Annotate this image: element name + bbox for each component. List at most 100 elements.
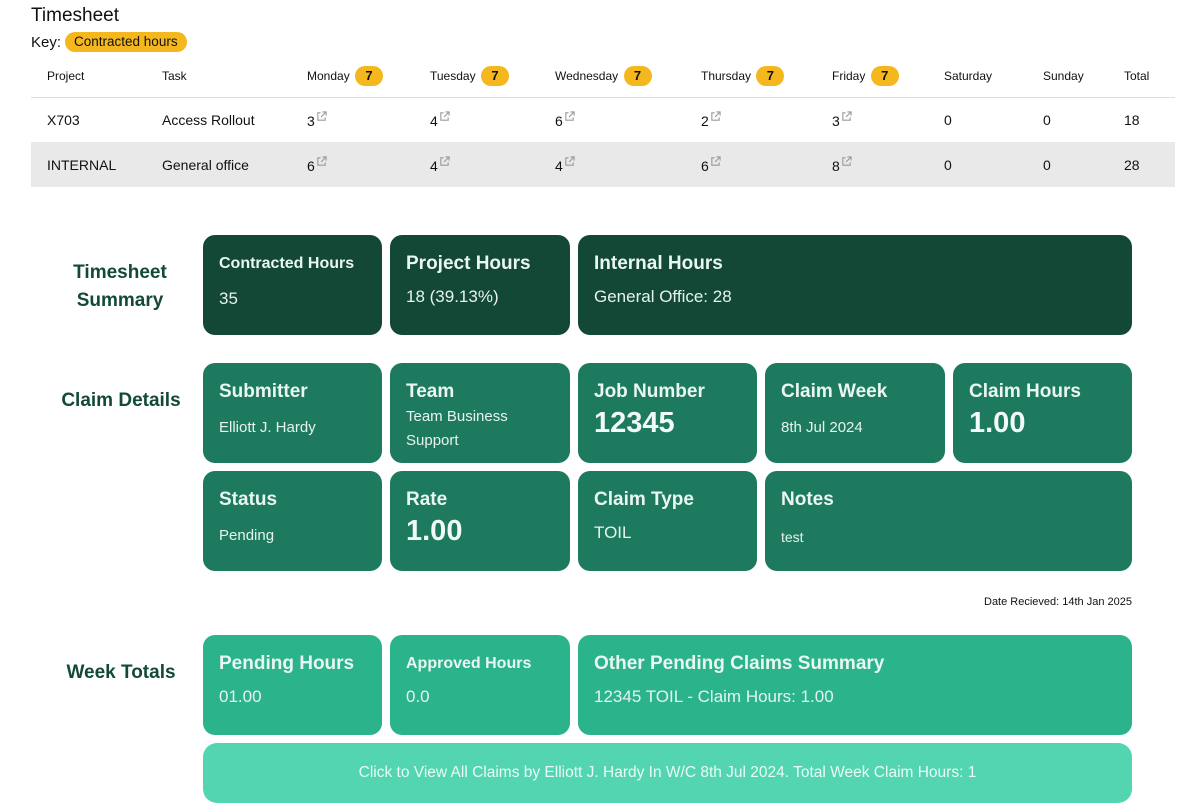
project-hours-card: Project Hours 18 (39.13%) — [390, 235, 570, 335]
key-legend: Key: Contracted hours — [31, 32, 187, 52]
card-value: 1.00 — [406, 515, 463, 547]
status-card: Status Pending — [203, 471, 382, 571]
cell-sunday: 0 — [1027, 142, 1108, 187]
card-value: 12345 TOIL - Claim Hours: 1.00 — [594, 687, 834, 706]
external-link-icon[interactable] — [316, 155, 327, 167]
tuesday-contracted-badge: 7 — [480, 65, 509, 86]
key-label: Key: — [31, 33, 62, 51]
internal-hours-card: Internal Hours General Office: 28 — [578, 235, 1132, 335]
cell-task: Access Rollout — [162, 111, 255, 128]
col-saturday: Saturday — [928, 55, 1027, 98]
card-title: Project Hours — [406, 253, 531, 274]
card-title: Other Pending Claims Summary — [594, 653, 885, 674]
page-title: Timesheet — [31, 5, 119, 26]
card-title: Contracted Hours — [219, 255, 355, 272]
card-title: Claim Week — [781, 381, 888, 402]
contracted-hours-card: Contracted Hours 35 — [203, 235, 382, 335]
card-title: Status — [219, 489, 278, 510]
timesheet-summary-label: Timesheet Summary — [73, 262, 167, 311]
col-wednesday: Wednesday 7 — [539, 55, 685, 98]
external-link-icon[interactable] — [841, 111, 852, 122]
col-sunday: Sunday — [1027, 55, 1108, 98]
card-title: Notes — [781, 489, 834, 510]
cell-task: General office — [146, 142, 291, 187]
cell-total: 28 — [1108, 142, 1175, 187]
contracted-hours-badge: Contracted hours — [65, 32, 187, 52]
view-all-claims-button[interactable]: Click to View All Claims by Elliott J. H… — [203, 743, 1132, 803]
approved-hours-card: Approved Hours 0.0 — [390, 635, 570, 735]
date-received: Date Recieved: 14th Jan 2025 — [984, 596, 1132, 608]
card-value: Pending — [219, 527, 275, 544]
card-value: 18 (39.13%) — [406, 287, 499, 306]
external-link-icon[interactable] — [564, 155, 575, 167]
timesheet-table: Project Task Monday 7 Tuesday 7 Wednesda… — [31, 55, 1175, 187]
cell-tuesday[interactable]: 4 — [414, 142, 539, 187]
card-title: Claim Hours — [969, 381, 1081, 402]
friday-contracted-badge: 7 — [870, 65, 899, 86]
external-link-icon[interactable] — [439, 111, 450, 122]
cell-thursday[interactable]: 2 — [685, 97, 816, 142]
cell-thursday[interactable]: 6 — [685, 142, 816, 187]
card-value: 35 — [219, 289, 238, 308]
other-pending-claims-card: Other Pending Claims Summary 12345 TOIL … — [578, 635, 1132, 735]
card-value: 8th Jul 2024 — [781, 419, 863, 436]
col-tuesday: Tuesday 7 — [414, 55, 539, 98]
external-link-icon[interactable] — [564, 111, 575, 122]
card-title: Submitter — [219, 381, 308, 402]
external-link-icon[interactable] — [710, 111, 721, 122]
claim-week-card: Claim Week 8th Jul 2024 — [765, 363, 945, 463]
submitter-card: Submitter Elliott J. Hardy — [203, 363, 382, 463]
cell-friday[interactable]: 8 — [816, 142, 928, 187]
card-value: test — [781, 529, 804, 545]
card-value: 0.0 — [406, 687, 430, 706]
monday-contracted-badge: 7 — [355, 65, 384, 86]
card-value: General Office: 28 — [594, 287, 732, 306]
notes-card: Notes test — [765, 471, 1132, 571]
card-title: Job Number — [594, 381, 705, 402]
cell-saturday: 0 — [928, 142, 1027, 187]
col-project: Project — [31, 55, 146, 98]
cell-project: X703 — [47, 111, 80, 128]
external-link-icon[interactable] — [841, 155, 852, 167]
card-value: 01.00 — [219, 687, 262, 706]
card-value: 1.00 — [969, 407, 1026, 439]
pending-hours-card: Pending Hours 01.00 — [203, 635, 382, 735]
card-title: Team — [406, 381, 455, 402]
cell-sunday: 0 — [1043, 111, 1051, 128]
claim-hours-card: Claim Hours 1.00 — [953, 363, 1132, 463]
cell-monday[interactable]: 6 — [291, 142, 414, 187]
cell-wednesday[interactable]: 6 — [539, 97, 685, 142]
week-totals-label: Week Totals — [66, 662, 176, 683]
cell-tuesday[interactable]: 4 — [414, 97, 539, 142]
cell-friday[interactable]: 3 — [816, 97, 928, 142]
card-value: 12345 — [594, 407, 675, 439]
card-title: Claim Type — [594, 489, 694, 510]
team-card: Team Team Business Support — [390, 363, 570, 463]
card-value: Elliott J. Hardy — [219, 419, 316, 436]
cell-project: INTERNAL — [31, 142, 146, 187]
table-row: INTERNAL General office 6 4 4 6 8 0 0 28 — [31, 142, 1175, 187]
external-link-icon[interactable] — [316, 111, 327, 122]
table-row: X703 Access Rollout 3 4 6 2 3 0 0 18 — [31, 97, 1175, 142]
rate-card: Rate 1.00 — [390, 471, 570, 571]
claim-details-label: Claim Details — [61, 390, 181, 411]
col-thursday: Thursday 7 — [685, 55, 816, 98]
col-total: Total — [1108, 55, 1175, 98]
wednesday-contracted-badge: 7 — [623, 65, 652, 86]
col-task: Task — [146, 55, 291, 98]
col-monday: Monday 7 — [291, 55, 414, 98]
card-title: Approved Hours — [406, 655, 532, 672]
external-link-icon[interactable] — [439, 155, 450, 167]
claim-type-card: Claim Type TOIL — [578, 471, 757, 571]
card-value: TOIL — [594, 523, 632, 542]
external-link-icon[interactable] — [710, 155, 721, 167]
cell-wednesday[interactable]: 4 — [539, 142, 685, 187]
table-header-row: Project Task Monday 7 Tuesday 7 Wednesda… — [31, 55, 1175, 98]
thursday-contracted-badge: 7 — [756, 65, 785, 86]
card-value: Team Business Support — [406, 408, 508, 449]
job-number-card: Job Number 12345 — [578, 363, 757, 463]
card-title: Internal Hours — [594, 253, 723, 274]
cell-monday[interactable]: 3 — [291, 97, 414, 142]
card-title: Rate — [406, 489, 448, 510]
col-friday: Friday 7 — [816, 55, 928, 98]
